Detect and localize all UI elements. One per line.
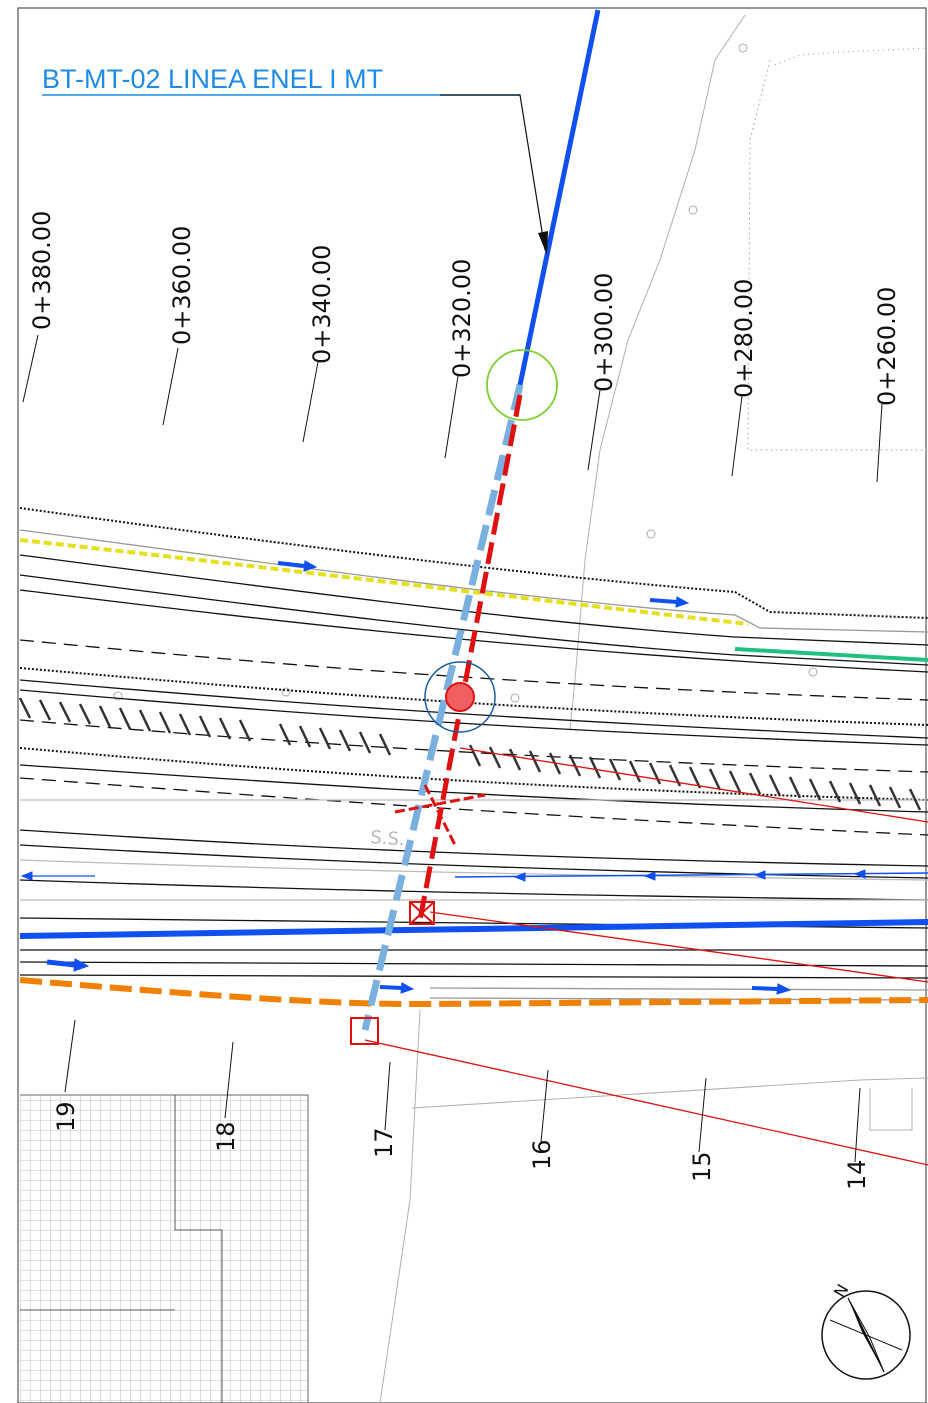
section-labels: 19 18 17 16 15 14	[52, 1101, 871, 1190]
mt-line-road	[19, 919, 928, 939]
red-guide-lines	[364, 747, 928, 1166]
section-label: 18	[212, 1121, 240, 1152]
station-labels: 0+380.00 0+360.00 0+340.00 0+320.00 0+30…	[28, 211, 901, 406]
survey-points	[113, 43, 818, 703]
station-label: 0+300.00	[590, 273, 618, 392]
new-line	[417, 394, 523, 921]
section-label: 15	[688, 1151, 716, 1182]
station-ticks	[22, 334, 883, 483]
station-label: 0+360.00	[168, 226, 196, 345]
junction-marker	[486, 349, 558, 421]
traffic-arrows	[20, 560, 928, 995]
station-label: 0+380.00	[28, 211, 56, 330]
north-compass-icon: N	[821, 1281, 911, 1380]
new-cabin	[350, 1017, 379, 1045]
road-label: S.S.	[370, 827, 406, 850]
pole-marker-ring	[424, 661, 496, 733]
section-label: 14	[843, 1159, 871, 1190]
grid-hatch-area	[20, 1094, 309, 1403]
station-label: 0+260.00	[873, 287, 901, 406]
section-label: 16	[528, 1139, 556, 1170]
pole-marker	[445, 682, 475, 712]
station-label: 0+340.00	[308, 245, 336, 364]
station-label: 0+320.00	[448, 259, 476, 378]
north-label: N	[830, 1281, 852, 1301]
property-boundary	[379, 14, 928, 1403]
drawing-frame	[17, 7, 927, 1403]
hatched-island	[18, 697, 922, 811]
leader-arrowhead	[538, 231, 548, 255]
line-label: BT-MT-02 LINEA ENEL I MT	[42, 64, 383, 94]
yellow-line	[19, 538, 749, 626]
section-ticks	[64, 1019, 861, 1163]
removal-mark	[394, 784, 486, 846]
green-line	[734, 647, 928, 662]
section-label: 17	[370, 1127, 398, 1158]
leader-line	[440, 94, 546, 251]
new-manhole	[409, 901, 435, 925]
station-label: 0+280.00	[730, 279, 758, 398]
orange-line	[19, 977, 928, 1008]
section-label: 19	[52, 1101, 80, 1132]
mt-line-existing	[517, 9, 601, 386]
mt-line-dismiss	[361, 384, 524, 1031]
